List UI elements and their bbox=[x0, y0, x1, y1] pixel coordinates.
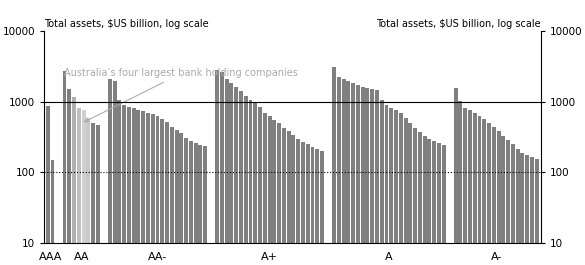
Bar bbox=[263, 113, 267, 265]
Bar bbox=[220, 72, 224, 265]
Bar bbox=[320, 151, 324, 265]
Bar bbox=[501, 136, 505, 265]
Bar bbox=[442, 145, 446, 265]
Bar bbox=[468, 111, 472, 265]
Bar bbox=[375, 90, 379, 265]
Bar bbox=[521, 153, 524, 265]
Bar bbox=[203, 146, 207, 265]
Bar bbox=[96, 125, 100, 265]
Bar bbox=[87, 118, 90, 265]
Bar bbox=[229, 83, 233, 265]
Bar bbox=[46, 106, 50, 265]
Bar bbox=[516, 149, 519, 265]
Bar bbox=[389, 108, 393, 265]
Bar bbox=[437, 143, 441, 265]
Bar bbox=[404, 118, 408, 265]
Bar bbox=[225, 79, 229, 265]
Bar bbox=[492, 127, 495, 265]
Bar bbox=[346, 81, 350, 265]
Bar bbox=[249, 100, 253, 265]
Bar bbox=[194, 143, 198, 265]
Bar bbox=[63, 71, 67, 265]
Bar bbox=[268, 116, 271, 265]
Bar bbox=[165, 122, 169, 265]
Bar bbox=[234, 87, 238, 265]
Bar bbox=[525, 155, 529, 265]
Bar bbox=[366, 88, 369, 265]
Bar bbox=[67, 89, 71, 265]
Text: Australia’s four largest bank holding companies: Australia’s four largest bank holding co… bbox=[64, 68, 298, 122]
Bar bbox=[174, 130, 178, 265]
Bar bbox=[530, 157, 534, 265]
Bar bbox=[277, 123, 281, 265]
Bar bbox=[408, 123, 412, 265]
Bar bbox=[511, 144, 515, 265]
Bar bbox=[497, 131, 501, 265]
Bar bbox=[50, 160, 54, 265]
Bar bbox=[351, 83, 355, 265]
Bar bbox=[112, 81, 116, 265]
Bar bbox=[273, 121, 276, 265]
Bar bbox=[132, 108, 136, 265]
Bar bbox=[77, 108, 81, 265]
Bar bbox=[287, 131, 291, 265]
Bar bbox=[315, 149, 319, 265]
Bar bbox=[337, 77, 340, 265]
Bar bbox=[253, 103, 257, 265]
Bar bbox=[296, 139, 300, 265]
Bar bbox=[198, 145, 202, 265]
Bar bbox=[160, 119, 164, 265]
Bar bbox=[146, 113, 150, 265]
Bar bbox=[301, 142, 305, 265]
Text: Total assets, $US billion, log scale: Total assets, $US billion, log scale bbox=[44, 19, 209, 29]
Bar bbox=[239, 91, 243, 265]
Bar bbox=[170, 127, 174, 265]
Bar bbox=[428, 139, 431, 265]
Bar bbox=[141, 111, 145, 265]
Bar bbox=[432, 141, 436, 265]
Bar bbox=[282, 127, 286, 265]
Bar bbox=[506, 140, 510, 265]
Bar bbox=[454, 88, 457, 265]
Bar bbox=[91, 123, 95, 265]
Bar bbox=[156, 116, 160, 265]
Bar bbox=[332, 67, 336, 265]
Bar bbox=[487, 123, 491, 265]
Bar bbox=[423, 136, 426, 265]
Bar bbox=[342, 79, 346, 265]
Bar bbox=[413, 127, 417, 265]
Bar bbox=[215, 70, 219, 265]
Bar bbox=[418, 132, 422, 265]
Bar bbox=[184, 138, 188, 265]
Bar bbox=[151, 114, 154, 265]
Bar bbox=[136, 110, 140, 265]
Bar bbox=[122, 105, 126, 265]
Bar bbox=[311, 147, 315, 265]
Bar bbox=[108, 80, 112, 265]
Bar bbox=[384, 105, 388, 265]
Bar bbox=[463, 108, 467, 265]
Bar bbox=[81, 111, 85, 265]
Bar bbox=[306, 144, 309, 265]
Bar bbox=[118, 100, 121, 265]
Bar bbox=[380, 100, 384, 265]
Bar bbox=[180, 133, 183, 265]
Bar bbox=[72, 97, 76, 265]
Bar bbox=[535, 159, 539, 265]
Bar bbox=[477, 116, 481, 265]
Bar bbox=[482, 119, 486, 265]
Bar bbox=[356, 85, 360, 265]
Bar bbox=[189, 141, 193, 265]
Bar bbox=[361, 87, 364, 265]
Text: Total assets, $US billion, log scale: Total assets, $US billion, log scale bbox=[376, 19, 541, 29]
Bar bbox=[473, 113, 477, 265]
Bar bbox=[394, 111, 398, 265]
Bar bbox=[399, 113, 402, 265]
Bar bbox=[291, 135, 295, 265]
Bar bbox=[370, 89, 374, 265]
Bar bbox=[459, 101, 462, 265]
Bar bbox=[244, 96, 247, 265]
Bar bbox=[127, 107, 131, 265]
Bar bbox=[258, 107, 262, 265]
